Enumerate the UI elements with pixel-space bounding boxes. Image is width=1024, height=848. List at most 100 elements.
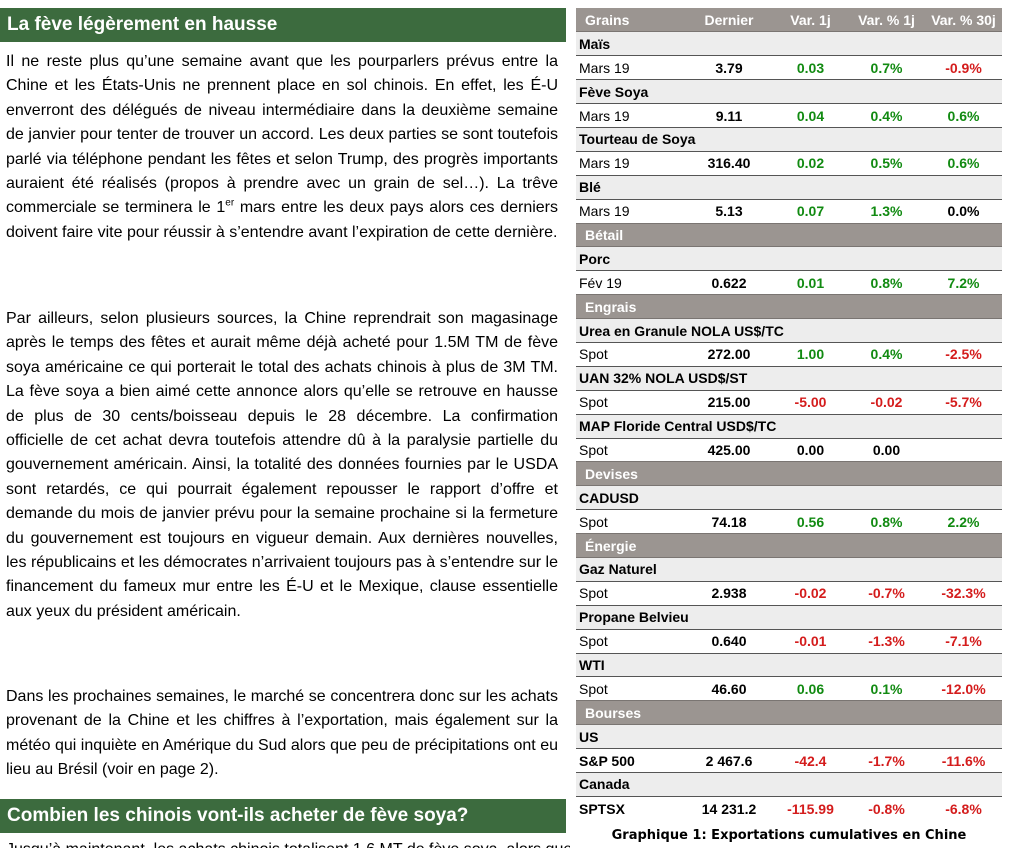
section-heading-2: Combien les chinois vont-ils acheter de … — [0, 799, 566, 833]
quote-row: Spot 46.60 0.06 0.1% -12.0% — [576, 676, 1002, 701]
quote-label: Mars 19 — [576, 151, 685, 176]
quote-last: 5.13 — [685, 199, 773, 224]
quote-label: Spot — [576, 676, 685, 701]
product-label: Propane Belvieu — [576, 604, 1002, 630]
paragraph-4-cut: Jusqu’à maintenant, les achats chinois t… — [6, 838, 570, 848]
quote-change-pct-1d: -0.7% — [848, 581, 925, 606]
quote-change: -42.4 — [773, 748, 848, 773]
category-row: Devises — [576, 461, 1002, 487]
quote-change: 0.07 — [773, 199, 848, 224]
quote-last: 9.11 — [685, 103, 773, 128]
quote-label: Mars 19 — [576, 55, 685, 80]
quote-label: SPTSX — [576, 796, 685, 821]
quote-row: Mars 19 5.13 0.07 1.3% 0.0% — [576, 199, 1002, 224]
quote-row: Fév 19 0.622 0.01 0.8% 7.2% — [576, 270, 1002, 295]
product-row: Fève Soya — [576, 79, 1002, 105]
quote-change: 0.00 — [773, 438, 848, 462]
market-table-header: Grains Dernier Var. 1j Var. % 1j Var. % … — [576, 8, 1002, 33]
paragraph-3: Dans les prochaines semaines, le marché … — [6, 688, 558, 779]
quote-change-pct-30d: -2.5% — [925, 342, 1002, 367]
product-label: Blé — [576, 174, 1002, 200]
category-row: Bétail — [576, 222, 1002, 248]
quote-change-pct-1d: 1.3% — [848, 199, 925, 224]
quote-change-pct-1d: 0.4% — [848, 342, 925, 367]
quote-last: 2.938 — [685, 581, 773, 606]
quote-change-pct-1d: 0.4% — [848, 103, 925, 128]
quote-change: 0.04 — [773, 103, 848, 128]
quote-change-pct-30d: 0.6% — [925, 103, 1002, 128]
col-header-var: Var. 1j — [773, 8, 848, 33]
quote-change: 1.00 — [773, 342, 848, 367]
quote-change-pct-1d: 0.5% — [848, 151, 925, 176]
product-row: MAP Floride Central USD$/TC — [576, 413, 1002, 439]
quote-change-pct-30d: 2.2% — [925, 509, 1002, 534]
paragraph-1: Il ne reste plus qu’une semaine avant qu… — [6, 50, 558, 245]
quote-row: Spot 425.00 0.00 0.00 — [576, 438, 1002, 462]
quote-row: Mars 19 9.11 0.04 0.4% 0.6% — [576, 103, 1002, 128]
category-row: Bourses — [576, 700, 1002, 726]
quote-change-pct-30d: -32.3% — [925, 581, 1002, 606]
quote-last: 272.00 — [685, 342, 773, 367]
quote-change-pct-1d: -1.3% — [848, 629, 925, 654]
market-table: Grains Dernier Var. 1j Var. % 1j Var. % … — [576, 8, 1002, 821]
quote-last: 215.00 — [685, 390, 773, 415]
quote-last: 14 231.2 — [685, 796, 773, 821]
quote-last: 46.60 — [685, 676, 773, 701]
quote-row: Spot 74.18 0.56 0.8% 2.2% — [576, 509, 1002, 534]
quote-row: Spot 2.938 -0.02 -0.7% -32.3% — [576, 581, 1002, 606]
category-row: Engrais — [576, 294, 1002, 320]
quote-row: Mars 19 316.40 0.02 0.5% 0.6% — [576, 151, 1002, 176]
quote-label: Spot — [576, 509, 685, 534]
product-row: WTI — [576, 652, 1002, 678]
product-label: WTI — [576, 652, 1002, 678]
quote-last: 316.40 — [685, 151, 773, 176]
quote-change: 0.02 — [773, 151, 848, 176]
product-label: Urea en Granule NOLA US$/TC — [576, 318, 1002, 343]
product-row: Blé — [576, 174, 1002, 200]
col-header-pct30: Var. % 30j — [925, 8, 1002, 33]
product-label: Porc — [576, 246, 1002, 272]
quote-change: -0.01 — [773, 629, 848, 654]
product-row: Urea en Granule NOLA US$/TC — [576, 318, 1002, 343]
quote-change: -5.00 — [773, 390, 848, 415]
quote-change-pct-1d: -0.8% — [848, 796, 925, 821]
col-header-grains: Grains — [576, 8, 685, 33]
product-row: Porc — [576, 246, 1002, 272]
product-label: Canada — [576, 772, 1002, 797]
product-row: Canada — [576, 772, 1002, 797]
quote-change-pct-30d: -7.1% — [925, 629, 1002, 654]
quote-change: -115.99 — [773, 796, 848, 821]
quote-change-pct-30d — [925, 438, 1002, 462]
quote-last: 74.18 — [685, 509, 773, 534]
quote-change-pct-1d: 0.7% — [848, 55, 925, 80]
section-heading-1: La fève légèrement en hausse — [0, 8, 566, 42]
quote-row: Spot 272.00 1.00 0.4% -2.5% — [576, 342, 1002, 367]
quote-change: 0.06 — [773, 676, 848, 701]
quote-row: S&P 500 2 467.6 -42.4 -1.7% -11.6% — [576, 748, 1002, 773]
quote-change-pct-30d: -5.7% — [925, 390, 1002, 415]
product-row: Gaz Naturel — [576, 556, 1002, 582]
quote-row: Mars 19 3.79 0.03 0.7% -0.9% — [576, 55, 1002, 80]
product-label: Fève Soya — [576, 79, 1002, 105]
category-label: Bourses — [576, 700, 1002, 726]
quote-change-pct-1d: 0.8% — [848, 270, 925, 295]
quote-change-pct-30d: -11.6% — [925, 748, 1002, 773]
col-header-pct1: Var. % 1j — [848, 8, 925, 33]
quote-change: 0.01 — [773, 270, 848, 295]
quote-change-pct-30d: -12.0% — [925, 676, 1002, 701]
quote-change-pct-1d: -1.7% — [848, 748, 925, 773]
col-header-last: Dernier — [685, 8, 773, 33]
product-label: Maïs — [576, 31, 1002, 57]
chart-caption: Graphique 1: Exportations cumulatives en… — [611, 828, 967, 843]
product-row: UAN 32% NOLA USD$/ST — [576, 365, 1002, 391]
product-row: Propane Belvieu — [576, 604, 1002, 630]
article-column: La fève légèrement en hausse Il ne reste… — [0, 8, 570, 848]
quote-change: 0.56 — [773, 509, 848, 534]
quote-label: Spot — [576, 581, 685, 606]
quote-label: Fév 19 — [576, 270, 685, 295]
paragraph-2: Par ailleurs, selon plusieurs sources, l… — [6, 310, 558, 620]
category-label: Engrais — [576, 294, 1002, 320]
quote-change-pct-30d: 0.0% — [925, 199, 1002, 224]
quote-change-pct-30d: -0.9% — [925, 55, 1002, 80]
quote-change-pct-30d: 7.2% — [925, 270, 1002, 295]
